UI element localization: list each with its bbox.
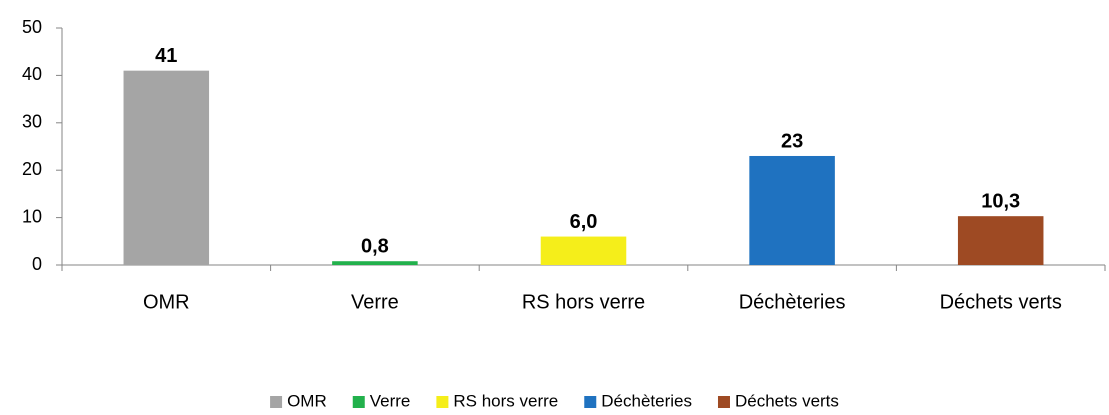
y-tick-label: 10 <box>22 206 42 226</box>
y-tick-label: 0 <box>32 254 42 274</box>
value-label: 0,8 <box>361 235 389 257</box>
x-tick-label: Déchèteries <box>739 291 846 313</box>
y-tick-label: 30 <box>22 112 42 132</box>
legend-swatch <box>717 396 730 408</box>
legend-label: Déchèteries <box>601 391 692 410</box>
x-tick-label: Déchets verts <box>940 291 1062 313</box>
legend-label: Déchets verts <box>735 391 839 410</box>
value-label: 23 <box>781 130 803 152</box>
legend-swatch <box>352 396 365 408</box>
bar <box>123 70 210 265</box>
legend-label: RS hors verre <box>453 391 558 410</box>
bar <box>332 261 418 265</box>
x-tick-label: Verre <box>351 291 399 313</box>
y-tick-label: 40 <box>22 64 42 84</box>
y-tick-label: 20 <box>22 159 42 179</box>
legend-swatch <box>436 396 449 408</box>
x-tick-label: OMR <box>143 291 190 313</box>
bar <box>540 236 627 265</box>
bar <box>957 216 1044 265</box>
legend-swatch <box>270 396 283 408</box>
value-label: 41 <box>155 45 177 67</box>
x-tick-label: RS hors verre <box>522 291 645 313</box>
legend-label: Verre <box>370 391 411 410</box>
value-label: 6,0 <box>570 211 598 233</box>
legend-label: OMR <box>287 391 327 410</box>
bar <box>749 155 835 265</box>
value-label: 10,3 <box>981 190 1020 212</box>
y-tick-label: 50 <box>22 17 42 37</box>
legend-swatch <box>584 396 597 408</box>
